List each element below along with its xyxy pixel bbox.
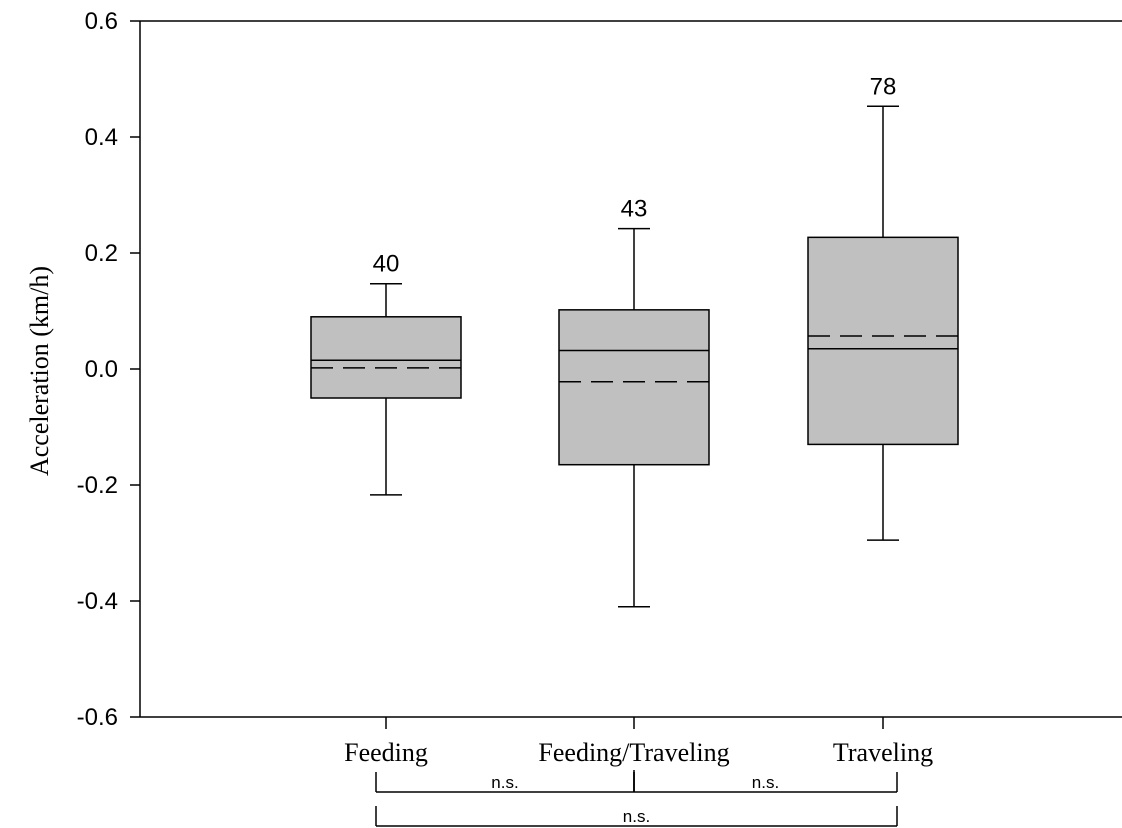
iqr-box xyxy=(559,310,709,465)
significance-label: n.s. xyxy=(623,807,650,826)
iqr-box xyxy=(808,237,958,444)
x-tick-label: Traveling xyxy=(833,738,933,767)
x-tick-label: Feeding/Traveling xyxy=(538,738,729,767)
y-tick-label: -0.6 xyxy=(77,704,118,731)
y-tick-label: -0.2 xyxy=(77,472,118,499)
box-traveling: 78 xyxy=(808,73,958,540)
y-tick-label: 0.6 xyxy=(85,8,118,35)
significance-bracket: n.s. xyxy=(634,772,897,792)
boxes-layer: 40 43 78 xyxy=(311,73,958,607)
x-tick-label: Feeding xyxy=(344,738,428,767)
box-feeding: 40 xyxy=(311,251,461,495)
sample-size-label: 43 xyxy=(621,196,648,223)
significance-label: n.s. xyxy=(491,773,518,792)
y-tick-label: 0.2 xyxy=(85,240,118,267)
y-tick-label: 0.4 xyxy=(85,124,118,151)
significance-bracket: n.s. xyxy=(376,806,897,826)
iqr-box xyxy=(311,317,461,398)
significance-bracket: n.s. xyxy=(376,772,634,792)
significance-label: n.s. xyxy=(752,773,779,792)
sample-size-label: 40 xyxy=(373,251,400,278)
significance-layer: n.s. n.s. n.s. xyxy=(376,770,897,826)
y-tick-label: 0.0 xyxy=(85,356,118,383)
box-feeding-traveling: 43 xyxy=(559,196,709,607)
y-axis-label: Acceleration (km/h) xyxy=(25,266,54,476)
sample-size-label: 78 xyxy=(870,73,897,100)
ticks-layer: -0.6 -0.4 -0.2 0.0 0.2 0.4 0.6 Feeding Feeding/T… xyxy=(77,8,933,767)
y-tick-label: -0.4 xyxy=(77,588,118,615)
